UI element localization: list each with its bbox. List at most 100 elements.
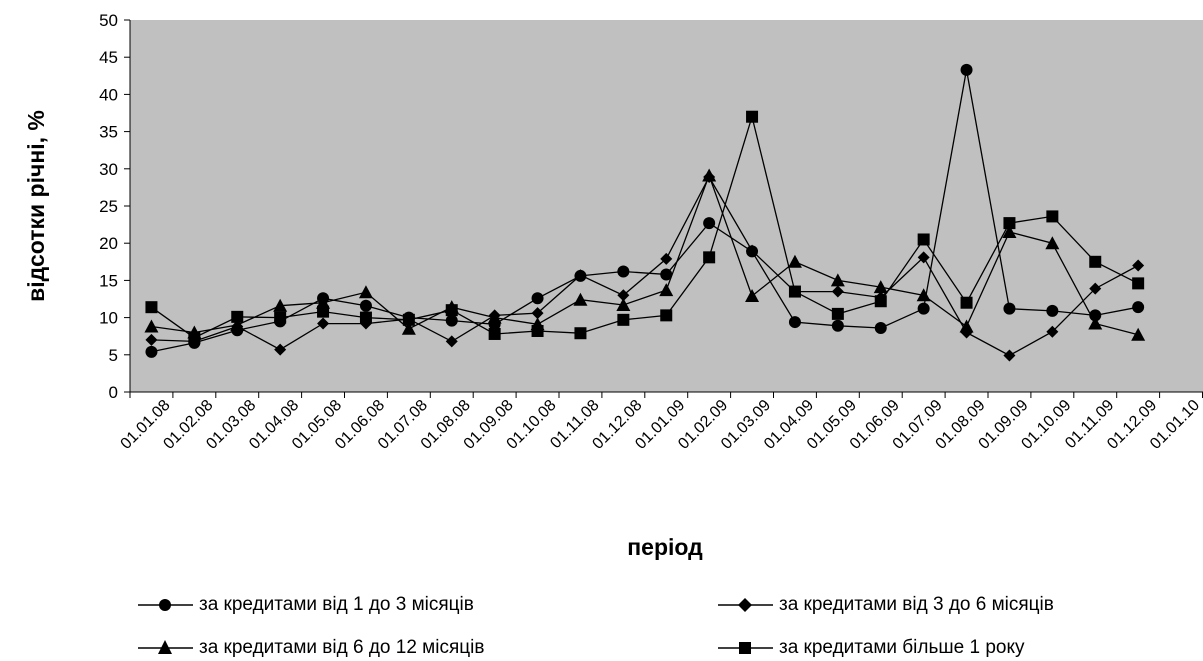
data-point: [916, 288, 931, 302]
plot-area: [130, 20, 1203, 392]
data-point: [703, 251, 716, 264]
data-point: [144, 319, 159, 333]
y-tick-label: 0: [109, 383, 118, 402]
data-point: [401, 321, 416, 335]
data-point: [616, 297, 631, 311]
data-point: [316, 295, 331, 309]
data-point: [874, 322, 887, 335]
y-tick-label: 40: [99, 85, 118, 104]
data-point: [1046, 304, 1059, 317]
data-point: [1089, 282, 1102, 295]
data-point: [1046, 210, 1059, 223]
y-tick-label: 50: [99, 11, 118, 30]
data-point: [1131, 327, 1146, 341]
data-point: [745, 289, 760, 303]
y-tick-label: 25: [99, 197, 118, 216]
series-line: [151, 114, 1139, 339]
data-point: [402, 313, 415, 326]
data-point: [830, 273, 845, 287]
data-point: [531, 307, 544, 320]
series-line: [151, 175, 1139, 357]
data-point: [873, 280, 888, 294]
data-point: [660, 309, 673, 322]
y-axis-title: відсотки річні, %: [23, 110, 49, 302]
series-4: [145, 110, 1145, 344]
y-tick-label: 15: [99, 271, 118, 290]
legend-item-series-3: за кредитами від 6 до 12 місяців: [138, 637, 484, 659]
y-tick-label: 45: [99, 48, 118, 67]
y-tick-label: 10: [99, 309, 118, 328]
data-point: [1003, 217, 1016, 230]
y-tick-label: 5: [109, 346, 118, 365]
data-point: [788, 285, 801, 298]
data-point: [573, 292, 588, 306]
series-layer: [144, 63, 1146, 362]
data-point: [145, 333, 158, 346]
data-point: [1132, 259, 1145, 272]
legend-line-triangle-icon: [138, 640, 193, 654]
data-point: [746, 110, 759, 123]
data-point: [273, 298, 288, 312]
data-point: [445, 314, 458, 327]
data-point: [445, 304, 458, 317]
data-point: [960, 296, 973, 309]
data-point: [1045, 236, 1060, 250]
data-point: [574, 269, 587, 282]
data-point: [917, 251, 930, 264]
data-point: [359, 311, 372, 324]
data-point: [746, 244, 759, 257]
data-point: [831, 285, 844, 298]
legend-label: за кредитами від 1 до 3 місяців: [199, 594, 474, 615]
data-point: [145, 301, 158, 314]
data-point: [1089, 255, 1102, 268]
y-tick-label: 30: [99, 160, 118, 179]
data-point: [702, 168, 717, 182]
data-point: [1132, 301, 1145, 314]
data-point: [488, 327, 501, 340]
data-point: [1003, 302, 1016, 315]
legend-label: за кредитами від 6 до 12 місяців: [199, 637, 485, 658]
legend-item-series-2: за кредитами від 3 до 6 місяців: [718, 594, 1054, 616]
data-point: [787, 254, 802, 268]
data-point: [531, 292, 544, 305]
data-point: [445, 335, 458, 348]
data-point: [831, 319, 844, 332]
data-point: [660, 268, 673, 281]
data-point: [230, 318, 245, 332]
y-tick-label: 20: [99, 234, 118, 253]
data-point: [274, 343, 287, 356]
data-point: [617, 289, 630, 302]
data-point: [660, 252, 673, 265]
data-point: [959, 319, 974, 333]
series-line: [151, 173, 1139, 336]
x-axis-title: період: [627, 534, 703, 560]
data-point: [788, 316, 801, 329]
y-tick-label: 35: [99, 123, 118, 142]
data-point: [617, 265, 630, 278]
series-line: [151, 69, 1139, 353]
data-point: [1088, 316, 1103, 330]
data-point: [274, 311, 287, 324]
data-point: [1046, 325, 1059, 338]
data-point: [487, 310, 502, 324]
data-point: [617, 313, 630, 326]
y-axis: 0 5 10 15 20 25 30 35 40 45 50: [99, 11, 131, 402]
data-point: [874, 295, 887, 308]
data-point: [917, 233, 930, 246]
data-point: [188, 331, 201, 344]
data-point: [574, 327, 587, 340]
legend-item-series-1: за кредитами від 1 до 3 місяців: [138, 594, 474, 616]
data-point: [703, 217, 716, 230]
data-point: [1132, 277, 1145, 290]
legend-line-circle-icon: [138, 599, 193, 611]
data-point: [359, 299, 372, 312]
legend-item-series-4: за кредитами більше 1 року: [718, 637, 1024, 659]
data-point: [659, 283, 674, 297]
x-axis: 01.01.0801.02.0801.03.0801.04.0801.05.08…: [118, 391, 1203, 453]
data-point: [358, 285, 373, 299]
data-point: [317, 305, 330, 318]
data-point: [1002, 225, 1017, 239]
data-point: [145, 345, 158, 358]
